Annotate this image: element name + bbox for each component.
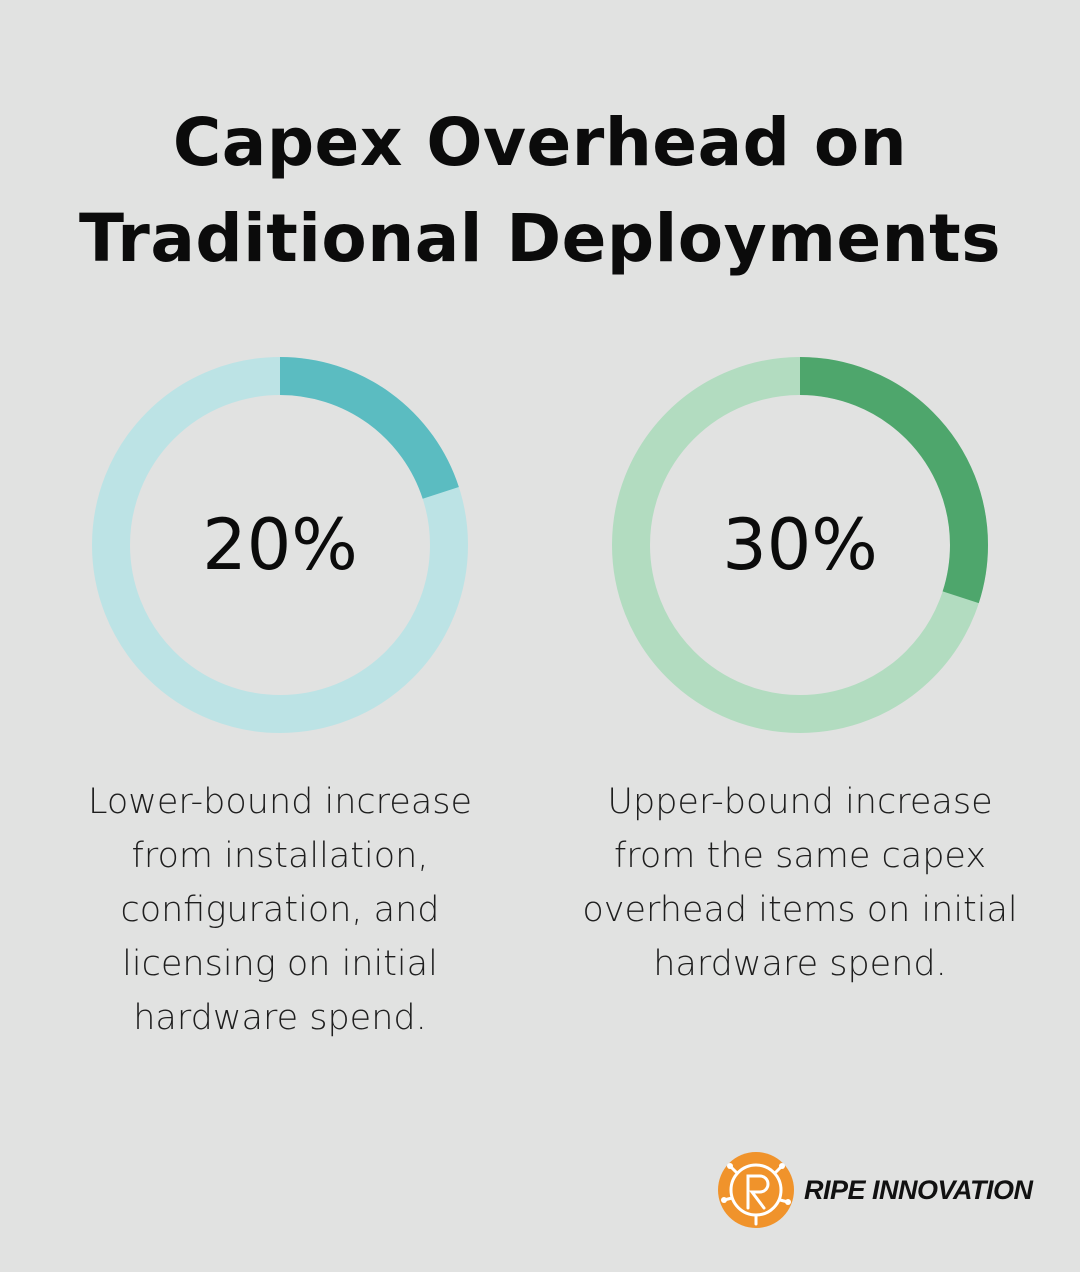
stat-description: Upper-bound increase from the same capex… <box>582 782 1018 984</box>
stat-card-lower-bound: 20% Lower-bound increase from installati… <box>20 355 540 1045</box>
donut-value-label: 30% <box>722 504 878 586</box>
donut-value-arc <box>612 357 988 733</box>
brand-logo: RIPE INNOVATION <box>716 1150 1033 1230</box>
donut-value-label: 20% <box>202 504 358 586</box>
donut-value-arc <box>92 357 468 733</box>
page-title: Capex Overhead on Traditional Deployment… <box>0 95 1080 287</box>
brand-name: RIPE INNOVATION <box>804 1174 1033 1205</box>
ripe-innovation-logo-icon <box>718 1152 794 1228</box>
title-line-2: Traditional Deployments <box>79 200 1001 277</box>
donut-chart-lower-bound: 20% <box>92 357 468 733</box>
stat-card-upper-bound: 30% Upper-bound increase from the same c… <box>540 355 1060 991</box>
title-line-1: Capex Overhead on <box>172 104 908 181</box>
donut-chart-upper-bound: 30% <box>612 357 988 733</box>
stat-description: Lower-bound increase from installation, … <box>87 782 473 1038</box>
